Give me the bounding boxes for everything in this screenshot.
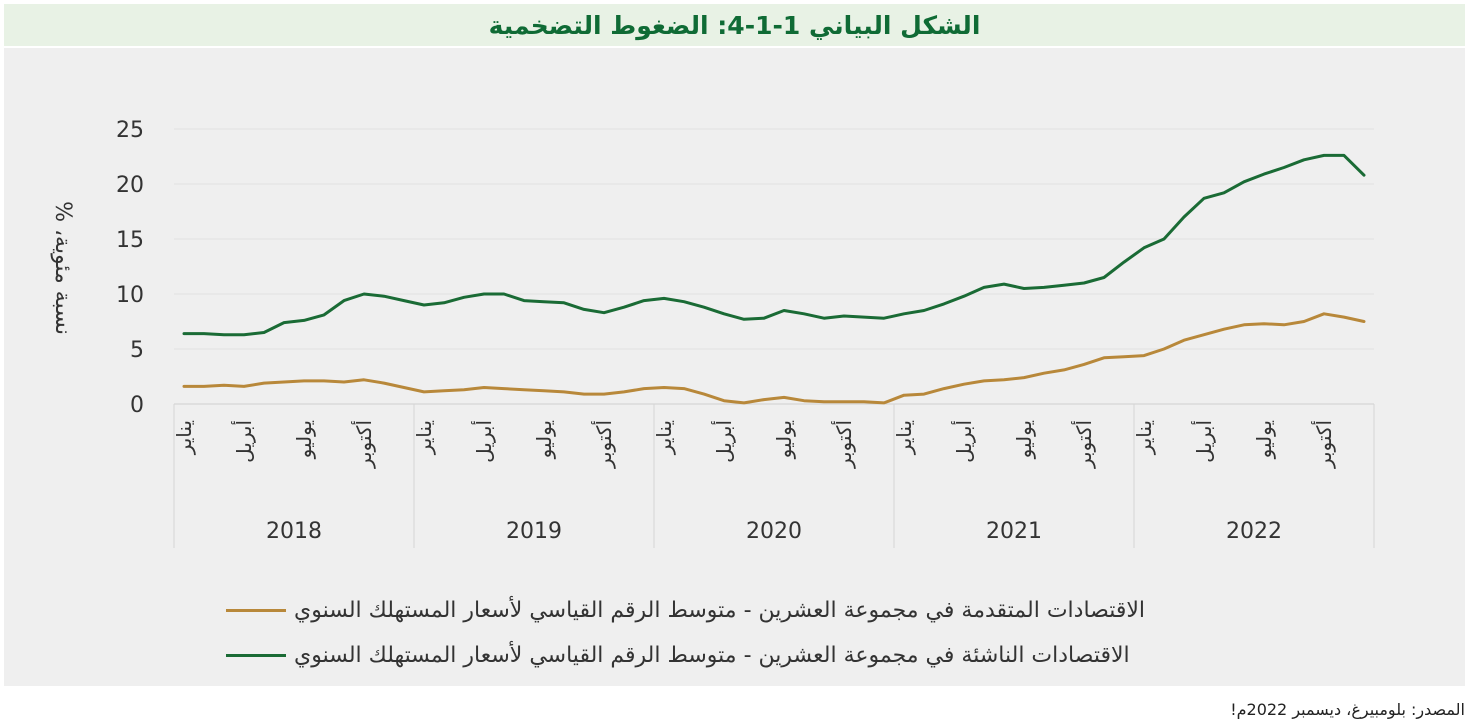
x-month-label: أكتوبر	[351, 420, 376, 469]
legend-item-advanced: الاقتصادات المتقدمة في مجموعة العشرين - …	[226, 588, 1145, 633]
legend-swatch-emerging	[226, 654, 286, 657]
x-month-label: أكتوبر	[1311, 420, 1336, 469]
y-tick-label: 15	[116, 228, 144, 253]
x-year-label: 2018	[266, 519, 322, 544]
x-month-label: يوليو	[292, 420, 316, 459]
series-line-advanced	[182, 312, 1366, 405]
x-month-label: أبريل	[1191, 420, 1216, 463]
axes	[173, 404, 1375, 548]
x-year-label: 2020	[746, 519, 802, 544]
y-tick-label: 0	[130, 393, 144, 418]
x-month-label: أبريل	[711, 420, 736, 463]
x-month-label: يناير	[172, 420, 196, 455]
legend-swatch-advanced	[226, 609, 286, 612]
x-month-label: أكتوبر	[591, 420, 616, 469]
legend: الاقتصادات المتقدمة في مجموعة العشرين - …	[226, 588, 1145, 678]
x-month-label: أبريل	[471, 420, 496, 463]
y-tick-label: 5	[130, 338, 144, 363]
x-month-label: يناير	[892, 420, 916, 455]
x-month-label: يوليو	[772, 420, 796, 459]
legend-label-emerging: الاقتصادات الناشئة في مجموعة العشرين - م…	[294, 643, 1130, 668]
axis-labels: 0 5 10 15 20 25 نسبة مئوية، % 2018 يناير أبريل يول…	[50, 118, 1336, 544]
y-tick-label: 25	[116, 118, 144, 143]
y-tick-label: 20	[116, 173, 144, 198]
x-month-label: أكتوبر	[1071, 420, 1096, 469]
x-month-label: أكتوبر	[831, 420, 856, 469]
x-month-label: يناير	[652, 420, 676, 455]
x-month-label: أبريل	[231, 420, 256, 463]
line-chart: 0 5 10 15 20 25 نسبة مئوية، % 2018 يناير أبريل يول…	[50, 118, 1375, 548]
x-month-label: يوليو	[1252, 420, 1276, 459]
chart-panel: 0 5 10 15 20 25 نسبة مئوية، % 2018 يناير أبريل يول…	[4, 48, 1465, 686]
legend-item-emerging: الاقتصادات الناشئة في مجموعة العشرين - م…	[226, 633, 1145, 678]
grid-lines	[174, 128, 1374, 405]
series-lines	[182, 153, 1366, 405]
y-tick-label: 10	[116, 283, 144, 308]
y-axis-label: نسبة مئوية، %	[50, 201, 75, 335]
x-month-label: يوليو	[1012, 420, 1036, 459]
legend-label-advanced: الاقتصادات المتقدمة في مجموعة العشرين - …	[294, 598, 1146, 623]
chart-title: الشكل البياني 1-1-4: الضغوط التضخمية	[488, 10, 981, 40]
x-month-label: يوليو	[532, 420, 556, 459]
x-month-label: يناير	[1132, 420, 1156, 455]
source-note: المصدر: بلومبيرغ، ديسمبر 2022م!	[1230, 700, 1465, 719]
x-year-label: 2019	[506, 519, 562, 544]
series-line-emerging	[182, 153, 1366, 337]
x-year-label: 2021	[986, 519, 1042, 544]
chart-title-bar: الشكل البياني 1-1-4: الضغوط التضخمية	[4, 4, 1465, 46]
x-month-label: يناير	[412, 420, 436, 455]
x-month-label: أبريل	[951, 420, 976, 463]
x-year-label: 2022	[1226, 519, 1282, 544]
